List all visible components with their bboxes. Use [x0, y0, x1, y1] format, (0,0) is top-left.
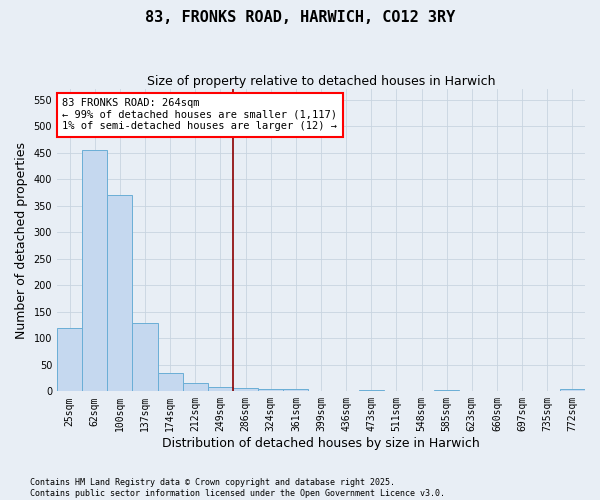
- Text: 83 FRONKS ROAD: 264sqm
← 99% of detached houses are smaller (1,117)
1% of semi-d: 83 FRONKS ROAD: 264sqm ← 99% of detached…: [62, 98, 337, 132]
- X-axis label: Distribution of detached houses by size in Harwich: Distribution of detached houses by size …: [162, 437, 480, 450]
- Bar: [434, 390, 459, 392]
- Bar: [183, 384, 208, 392]
- Bar: [107, 195, 133, 392]
- Bar: [82, 150, 107, 392]
- Bar: [560, 389, 585, 392]
- Text: 83, FRONKS ROAD, HARWICH, CO12 3RY: 83, FRONKS ROAD, HARWICH, CO12 3RY: [145, 10, 455, 25]
- Bar: [57, 328, 82, 392]
- Text: Contains HM Land Registry data © Crown copyright and database right 2025.
Contai: Contains HM Land Registry data © Crown c…: [30, 478, 445, 498]
- Bar: [233, 388, 258, 392]
- Title: Size of property relative to detached houses in Harwich: Size of property relative to detached ho…: [147, 75, 495, 88]
- Bar: [258, 388, 283, 392]
- Bar: [208, 386, 233, 392]
- Bar: [158, 373, 183, 392]
- Bar: [133, 324, 158, 392]
- Y-axis label: Number of detached properties: Number of detached properties: [15, 142, 28, 339]
- Bar: [283, 388, 308, 392]
- Bar: [359, 390, 384, 392]
- Bar: [308, 391, 334, 392]
